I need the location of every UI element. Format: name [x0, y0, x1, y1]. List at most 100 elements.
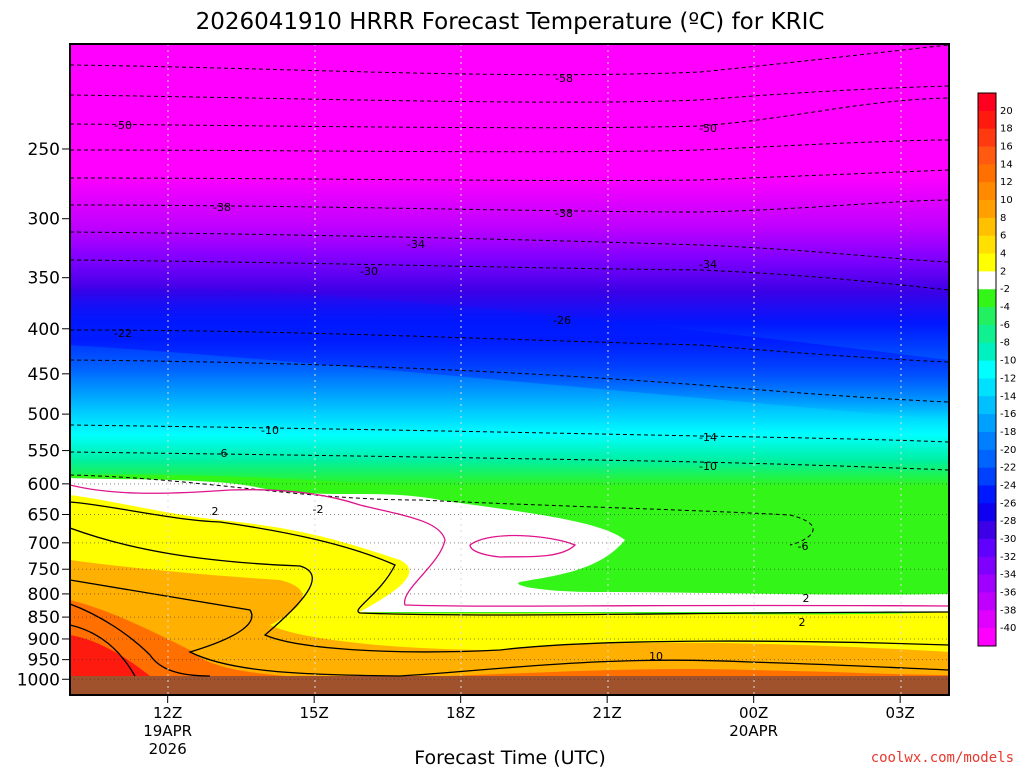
colorbar-label: -18 [1000, 427, 1016, 438]
colorbar-swatch [978, 93, 996, 112]
colorbar-swatch [978, 467, 996, 486]
colorbar-swatch [978, 396, 996, 415]
colorbar-swatch [978, 414, 996, 433]
contour-label: -26 [553, 314, 571, 327]
colorbar-swatch [978, 574, 996, 593]
contour-label: -6 [798, 540, 809, 553]
credit-link[interactable]: coolwx.com/models [871, 750, 1014, 766]
ground-terrain [70, 676, 949, 695]
x-tick-label: 18Z [446, 704, 475, 722]
y-tick-label: 750 [28, 560, 60, 580]
colorbar-label: -36 [1000, 587, 1016, 598]
y-tick-label: 600 [28, 475, 60, 495]
colorbar-swatch [978, 253, 996, 272]
plot-area: -58-50 -50-38 -38-34-34-30-26-22-14-10-10-… [70, 44, 949, 695]
colorbar-swatch [978, 324, 996, 344]
colorbar-swatch [978, 307, 996, 326]
contour-label: -38 [555, 207, 573, 220]
solid-isotherms [70, 501, 949, 677]
horizontal-grid [70, 483, 949, 680]
contour-label: -50 [114, 119, 132, 132]
colorbar-label: -38 [1000, 605, 1016, 616]
y-tick-label: 550 [28, 442, 60, 462]
colorbar-swatch [978, 538, 996, 558]
contour-label: -10 [699, 460, 717, 473]
colorbar-label: -28 [1000, 516, 1016, 527]
y-axis: 2503003504004505005506006507007508008509… [17, 140, 70, 690]
contour-label: 2 [799, 616, 806, 629]
colorbar-label: -2 [1000, 284, 1010, 295]
colorbar-swatch [978, 289, 996, 308]
contour-label: -58 [555, 72, 573, 85]
cold-band [70, 285, 949, 420]
contour-label: -22 [114, 327, 132, 340]
y-tick-label: 250 [28, 140, 60, 160]
contour-label: -50 [699, 122, 717, 135]
contour-label: -2 [313, 503, 324, 516]
colorbar-swatch [978, 217, 996, 237]
colorbar-swatch [978, 164, 996, 183]
colorbar-swatch [978, 449, 996, 469]
y-tick-label: 850 [28, 608, 60, 628]
x-tick-label: 15Z [299, 704, 328, 722]
x-tick-label: 12Z [153, 704, 182, 722]
colorbar-label: -12 [1000, 373, 1016, 384]
colorbar-swatch [978, 200, 996, 219]
colorbar-swatch [978, 128, 996, 148]
x-tick-label: 00Z [739, 704, 768, 722]
x-axis-label: Forecast Time (UTC) [414, 747, 605, 768]
contour-label: 2 [803, 592, 810, 605]
colorbar-swatch [978, 592, 996, 611]
colorbar-label: -8 [1000, 338, 1010, 349]
colorbar-label: 10 [1000, 195, 1013, 206]
y-tick-label: 900 [28, 630, 60, 650]
colorbar-swatch [978, 503, 996, 522]
colorbar-swatch [978, 342, 996, 362]
colorbar-label: 16 [1000, 142, 1013, 153]
x-tick-label: 03Z [885, 704, 914, 722]
chart-title: 2026041910 HRRR Forecast Temperature (ºC… [196, 9, 825, 35]
colorbar-frame [977, 92, 997, 647]
colorbar-label: -26 [1000, 498, 1016, 509]
colorbar-label: 4 [1000, 249, 1006, 260]
contour-label: 10 [649, 650, 663, 663]
colorbar: 20 18 16 14 12 10 8 6 4 2 -2 -4 -6 -8 -10 -12 -14 -16 -18 -… [977, 92, 1016, 647]
colorbar-label: -6 [1000, 320, 1010, 331]
x-tick-year: 2026 [149, 740, 187, 758]
x-tick-date: 19APR [143, 722, 192, 740]
colorbar-label: -16 [1000, 409, 1016, 420]
colorbar-label: 20 [1000, 106, 1013, 117]
dashed-isotherms [70, 44, 949, 546]
x-tick-date: 20APR [729, 722, 778, 740]
y-tick-label: 450 [28, 365, 60, 385]
colorbar-swatch [978, 146, 996, 165]
colorbar-label: -22 [1000, 463, 1016, 474]
colorbar-swatch [978, 182, 996, 201]
y-tick-label: 700 [28, 534, 60, 554]
colorbar-label: -30 [1000, 534, 1016, 545]
colorbar-label: -40 [1000, 623, 1016, 634]
colorbar-label: 6 [1000, 231, 1006, 242]
colorbar-label: -34 [1000, 570, 1016, 581]
colorbar-label: 8 [1000, 213, 1006, 224]
colorbar-swatch [978, 521, 996, 540]
colorbar-label: -32 [1000, 552, 1016, 563]
colorbar-label: -24 [1000, 480, 1016, 491]
colorbar-swatch [978, 610, 996, 629]
contour-label: -34 [407, 238, 425, 251]
hot-region [70, 600, 949, 695]
y-tick-label: 1000 [17, 670, 60, 690]
plot-frame [69, 43, 950, 696]
contour-label: -6 [217, 447, 228, 460]
y-tick-label: 350 [28, 269, 60, 289]
colorbar-label: -20 [1000, 445, 1016, 456]
colorbar-label: 12 [1000, 177, 1013, 188]
colorbar-label: 2 [1000, 266, 1006, 277]
x-tick-label: 21Z [592, 704, 621, 722]
contour-labels: -58-50 -50-38 -38-34-34-30-26-22-14-10-10-… [114, 72, 810, 663]
contour-label: -10 [261, 424, 279, 437]
colorbar-label: 14 [1000, 159, 1013, 170]
contour-label: -14 [699, 431, 717, 444]
